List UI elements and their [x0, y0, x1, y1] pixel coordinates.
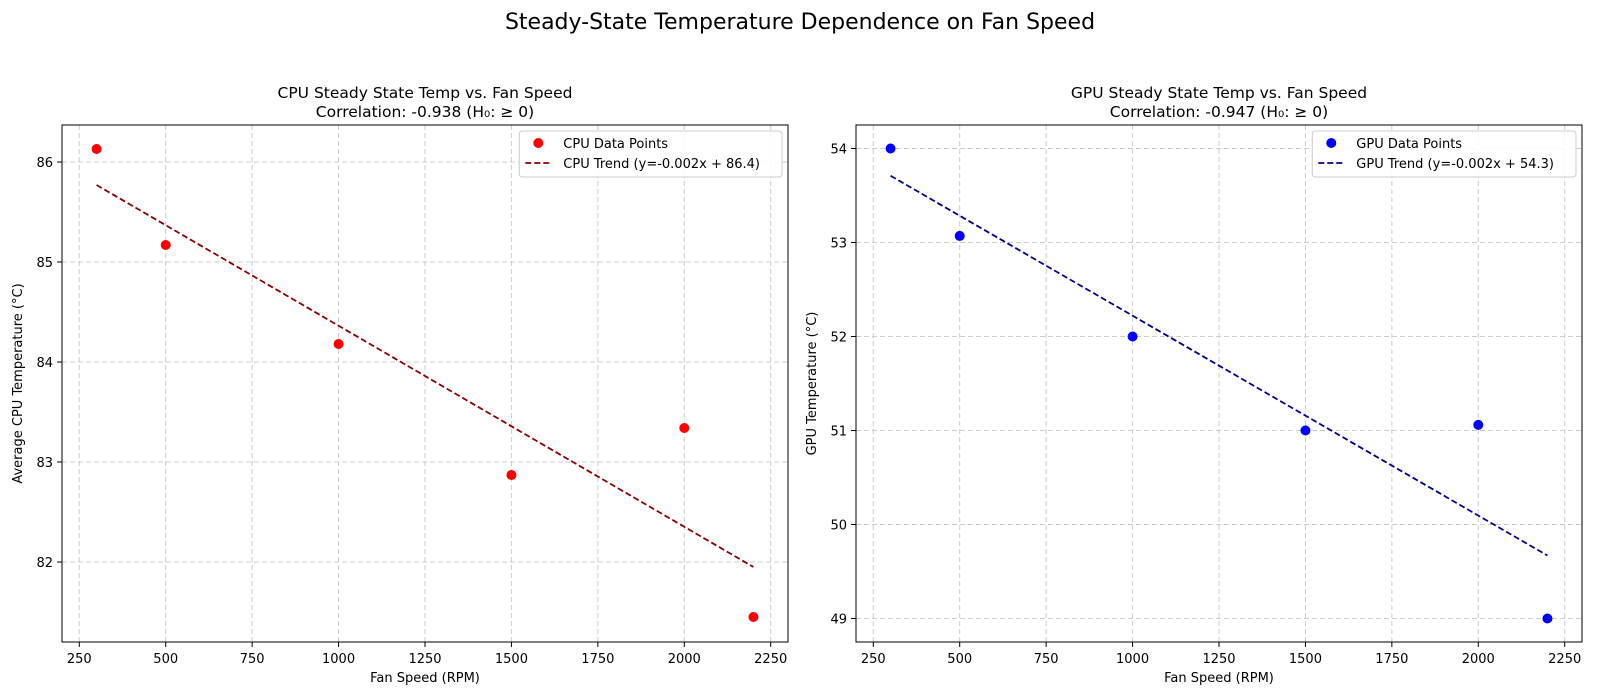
- gpu-data-point: [1542, 613, 1553, 624]
- cpu-trend-line: [96, 184, 754, 568]
- cpu-x-tick-label: 2250: [754, 652, 787, 667]
- gpu-y-axis-label: GPU Temperature (°C): [805, 312, 820, 456]
- gpu-x-tick-label: 750: [1034, 652, 1059, 667]
- cpu-legend-point-marker: [533, 138, 544, 148]
- cpu-legend: CPU Data Points CPU Trend (y=-0.002x + 86…: [518, 130, 783, 178]
- cpu-data-point: [748, 612, 759, 622]
- cpu-x-tick-label: 750: [240, 652, 265, 667]
- figure-suptitle: Steady-State Temperature Dependence on F…: [504, 10, 1096, 35]
- gpu-x-tick-label: 2000: [1462, 652, 1495, 667]
- gpu-chart-title: GPU Steady State Temp vs. Fan Speed: [1071, 84, 1367, 102]
- gpu-y-tick-label: 52: [830, 331, 847, 346]
- gpu-chart-subtitle: Correlation: -0.947 (H₀: ≥ 0): [1110, 103, 1328, 121]
- cpu-axes-group: 250 500 750 1000 1250 1500 1750 2000 2250 82 83 84 8…: [11, 84, 789, 686]
- gpu-legend: GPU Data Points GPU Trend (y=-0.002x + 54…: [1311, 130, 1577, 178]
- gpu-y-tick-label: 53: [830, 237, 847, 252]
- gpu-x-tick-label: 1000: [1116, 652, 1149, 667]
- cpu-x-tick-label: 1500: [495, 652, 528, 667]
- cpu-x-axis-label: Fan Speed (RPM): [370, 671, 480, 686]
- cpu-data-point: [91, 144, 102, 154]
- gpu-y-tick-label: 51: [830, 425, 847, 440]
- cpu-data-point: [506, 470, 517, 480]
- cpu-data-point: [333, 339, 344, 349]
- gpu-data-point: [1300, 425, 1311, 436]
- cpu-data-point: [679, 423, 690, 433]
- cpu-y-axis-label: Average CPU Temperature (°C): [11, 283, 26, 483]
- gpu-legend-label: GPU Data Points: [1356, 137, 1462, 152]
- gpu-x-tick-label: 1500: [1289, 652, 1322, 667]
- gpu-y-tick-label: 49: [830, 613, 847, 628]
- gpu-x-tick-label: 1250: [1202, 652, 1235, 667]
- gpu-x-tick-label: 1750: [1375, 652, 1408, 667]
- cpu-x-tick-label: 250: [67, 652, 92, 667]
- cpu-y-tick-label: 85: [36, 256, 53, 271]
- cpu-y-tick-label: 82: [36, 556, 53, 571]
- gpu-trend-line: [890, 174, 1548, 557]
- cpu-legend-label: CPU Data Points: [563, 137, 668, 152]
- cpu-y-tick-label: 84: [36, 356, 53, 371]
- cpu-x-tick-label: 1000: [322, 652, 355, 667]
- gpu-x-tick-label: 500: [947, 652, 972, 667]
- gpu-legend-point-marker: [1326, 138, 1337, 148]
- gpu-data-point: [954, 230, 965, 241]
- gpu-legend-label: GPU Trend (y=-0.002x + 54.3): [1356, 157, 1554, 172]
- cpu-y-tick-label: 86: [36, 156, 53, 171]
- cpu-x-tick-label: 1750: [581, 652, 614, 667]
- gpu-data-point: [1127, 331, 1138, 342]
- gpu-legend-box: [1311, 130, 1577, 178]
- cpu-chart-title: CPU Steady State Temp vs. Fan Speed: [278, 84, 573, 102]
- gpu-y-tick-label: 54: [830, 143, 847, 158]
- cpu-legend-label: CPU Trend (y=-0.002x + 86.4): [563, 157, 760, 172]
- gpu-x-tick-label: 250: [861, 652, 886, 667]
- cpu-data-point: [160, 240, 171, 250]
- cpu-legend-box: [518, 130, 783, 178]
- gpu-y-tick-label: 50: [830, 519, 847, 534]
- cpu-x-tick-label: 1250: [408, 652, 441, 667]
- gpu-data-point: [1473, 419, 1484, 430]
- cpu-x-tick-label: 2000: [668, 652, 701, 667]
- gpu-x-tick-label: 2250: [1548, 652, 1581, 667]
- cpu-y-tick-label: 83: [36, 456, 53, 471]
- cpu-x-tick-label: 500: [153, 652, 178, 667]
- gpu-axes-group: 250 500 750 1000 1250 1500 1750 2000 2250 49 50 51 5…: [805, 84, 1583, 686]
- gpu-x-axis-label: Fan Speed (RPM): [1164, 671, 1274, 686]
- gpu-data-point: [885, 143, 896, 154]
- cpu-chart-subtitle: Correlation: -0.938 (H₀: ≥ 0): [316, 103, 534, 121]
